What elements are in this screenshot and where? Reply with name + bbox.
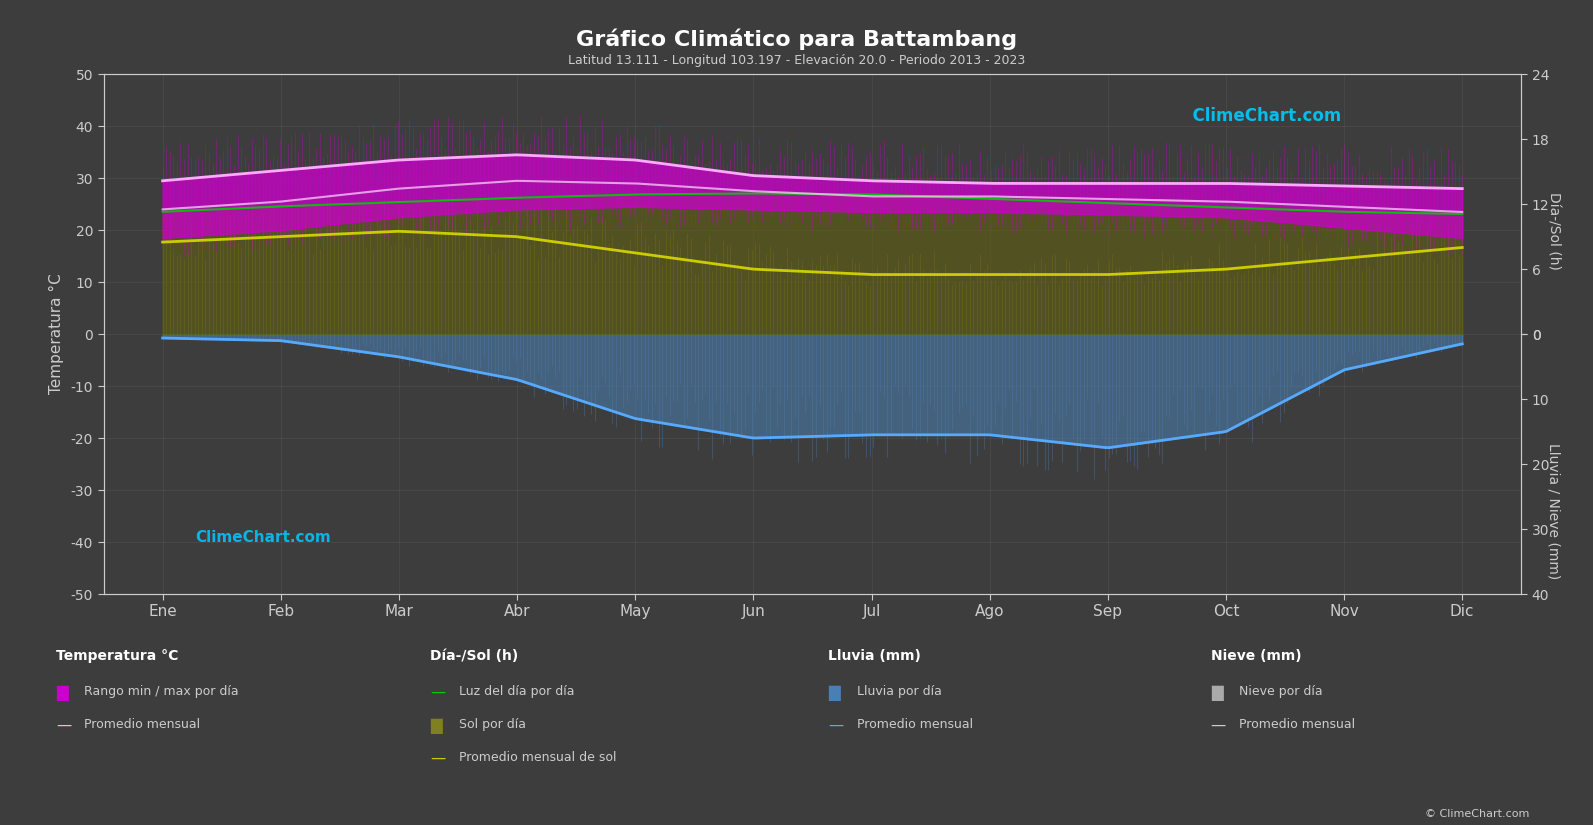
Text: Promedio mensual: Promedio mensual xyxy=(1239,719,1356,732)
Text: Promedio mensual: Promedio mensual xyxy=(857,719,973,732)
Y-axis label: Temperatura °C: Temperatura °C xyxy=(49,274,64,394)
Text: Nieve (mm): Nieve (mm) xyxy=(1211,649,1301,663)
Text: Promedio mensual de sol: Promedio mensual de sol xyxy=(459,752,616,765)
Text: Lluvia / Nieve (mm): Lluvia / Nieve (mm) xyxy=(1547,443,1560,580)
Text: Gráfico Climático para Battambang: Gráfico Climático para Battambang xyxy=(577,29,1016,50)
Text: █: █ xyxy=(1211,686,1222,701)
Text: █: █ xyxy=(56,686,67,701)
Text: —: — xyxy=(828,718,844,733)
Text: Latitud 13.111 - Longitud 103.197 - Elevación 20.0 - Periodo 2013 - 2023: Latitud 13.111 - Longitud 103.197 - Elev… xyxy=(567,54,1026,67)
Text: █: █ xyxy=(828,686,840,701)
Text: —: — xyxy=(430,751,446,766)
Text: © ClimeChart.com: © ClimeChart.com xyxy=(1424,808,1529,818)
Text: Promedio mensual: Promedio mensual xyxy=(84,719,201,732)
Text: Sol por día: Sol por día xyxy=(459,719,526,732)
Text: ClimeChart.com: ClimeChart.com xyxy=(196,530,331,545)
Text: Temperatura °C: Temperatura °C xyxy=(56,649,178,663)
Text: █: █ xyxy=(430,719,441,734)
Text: ClimeChart.com: ClimeChart.com xyxy=(1180,107,1341,125)
Text: Nieve por día: Nieve por día xyxy=(1239,686,1322,699)
Text: Rango min / max por día: Rango min / max por día xyxy=(84,686,239,699)
Text: —: — xyxy=(430,685,446,700)
Text: —: — xyxy=(56,718,72,733)
Text: Lluvia (mm): Lluvia (mm) xyxy=(828,649,921,663)
Text: —: — xyxy=(1211,718,1227,733)
Text: Día-/Sol (h): Día-/Sol (h) xyxy=(1547,192,1560,270)
Text: Día-/Sol (h): Día-/Sol (h) xyxy=(430,649,518,663)
Text: Lluvia por día: Lluvia por día xyxy=(857,686,941,699)
Text: Luz del día por día: Luz del día por día xyxy=(459,686,575,699)
